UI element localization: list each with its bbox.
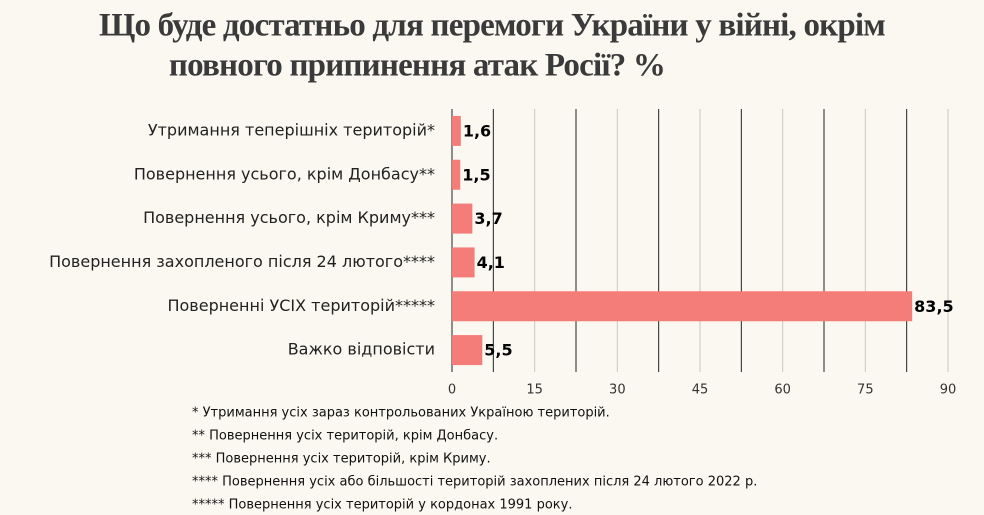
category-label: Повернення усього, крім Криму*** [143, 208, 435, 227]
bar [452, 247, 475, 278]
bar [452, 335, 483, 366]
value-label: 1,6 [463, 121, 491, 140]
value-label: 83,5 [914, 297, 953, 316]
x-tick-label: 60 [774, 383, 791, 398]
value-label: 4,1 [477, 253, 505, 272]
bar [452, 115, 461, 146]
category-label: Повернення захопленого після 24 лютого**… [49, 252, 435, 271]
value-label: 1,5 [462, 165, 490, 184]
chart-title: Що буде достатньо для перемоги України у… [99, 8, 885, 44]
footnote: *** Повернення усіх територій, крім Крим… [192, 452, 491, 467]
bar [452, 291, 913, 322]
category-label: Утримання теперішніх територій* [148, 120, 435, 139]
x-tick-label: 0 [448, 383, 456, 398]
category-label: Важко відповісти [288, 340, 435, 359]
footnote: * Утримання усіх зараз контрольованих Ук… [192, 406, 610, 421]
category-label: Поверненні УСІХ територій***** [167, 296, 435, 315]
x-tick-label: 30 [609, 383, 626, 398]
category-label: Повернення усього, крім Донбасу** [134, 164, 435, 183]
x-tick-label: 15 [526, 383, 543, 398]
bar [452, 159, 461, 190]
footnote: **** Повернення усіх або більшості терит… [192, 475, 757, 490]
footnote: ***** Повернення усіх територій у кордон… [192, 498, 572, 513]
x-tick-label: 75 [857, 383, 874, 398]
value-label: 3,7 [474, 209, 502, 228]
value-label: 5,5 [484, 341, 512, 360]
bar [452, 203, 473, 234]
footnote: ** Повернення усіх територій, крім Донба… [192, 429, 498, 444]
x-tick-label: 90 [940, 383, 957, 398]
x-tick-label: 45 [692, 383, 709, 398]
chart-title: повного припинення атак Росії? % [169, 48, 665, 84]
